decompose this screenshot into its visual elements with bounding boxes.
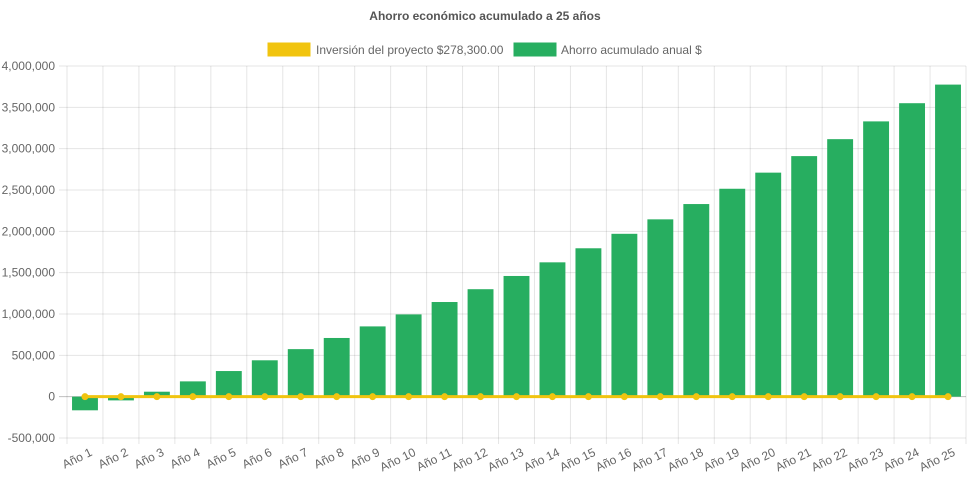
- bar-ahorro-19[interactable]: [719, 188, 746, 397]
- legend: Inversión del proyecto $278,300.00 Ahorr…: [267, 42, 702, 57]
- x-tick-label: Año 12: [450, 445, 491, 474]
- bar-ahorro-1[interactable]: [72, 396, 98, 411]
- bar-ahorro-16[interactable]: [611, 233, 638, 397]
- point-inversion-4[interactable]: [189, 393, 197, 401]
- bar-ahorro-15[interactable]: [575, 248, 602, 397]
- y-tick-label: 0: [48, 390, 55, 404]
- x-tick-label: Año 23: [845, 445, 886, 474]
- bar-ahorro-20[interactable]: [755, 172, 782, 397]
- y-tick-label: 2,500,000: [2, 183, 56, 197]
- y-tick-label: 500,000: [12, 348, 56, 362]
- point-inversion-20[interactable]: [764, 393, 772, 401]
- y-tick-label: 3,500,000: [2, 100, 56, 114]
- x-tick-label: Año 2: [96, 445, 131, 471]
- bar-ahorro-21[interactable]: [791, 156, 818, 397]
- point-inversion-6[interactable]: [261, 393, 269, 401]
- x-tick-label: Año 4: [168, 445, 203, 471]
- bar-ahorro-6[interactable]: [251, 360, 278, 397]
- bar-ahorro-12[interactable]: [467, 289, 494, 397]
- bar-ahorro-10[interactable]: [395, 314, 422, 397]
- point-inversion-1[interactable]: [81, 393, 89, 401]
- legend-label-investment[interactable]: Inversión del proyecto $278,300.00: [316, 43, 504, 57]
- bar-ahorro-11[interactable]: [431, 302, 458, 397]
- point-inversion-12[interactable]: [477, 393, 485, 401]
- point-inversion-11[interactable]: [441, 393, 449, 401]
- point-inversion-21[interactable]: [800, 393, 808, 401]
- legend-swatch-savings[interactable]: [513, 42, 557, 57]
- x-tick-label: Año 19: [701, 445, 742, 474]
- y-tick-label: 1,000,000: [2, 307, 56, 321]
- point-inversion-24[interactable]: [908, 393, 916, 401]
- x-tick-label: Año 6: [240, 445, 275, 471]
- point-inversion-18[interactable]: [692, 393, 700, 401]
- point-inversion-16[interactable]: [620, 393, 628, 401]
- x-tick-label: Año 1: [60, 445, 95, 471]
- bar-ahorro-5[interactable]: [215, 371, 242, 397]
- bar-ahorro-8[interactable]: [323, 337, 350, 397]
- bar-ahorro-4[interactable]: [179, 381, 206, 397]
- y-tick-label: 4,000,000: [2, 59, 56, 73]
- point-inversion-14[interactable]: [548, 393, 556, 401]
- point-inversion-13[interactable]: [513, 393, 520, 401]
- x-tick-label: Año 11: [414, 445, 454, 474]
- bar-ahorro-22[interactable]: [827, 139, 854, 397]
- x-tick-label: Año 14: [521, 445, 562, 474]
- bar-ahorro-9[interactable]: [359, 326, 386, 397]
- bars: [72, 84, 961, 411]
- point-inversion-17[interactable]: [656, 393, 664, 401]
- x-tick-label: Año 22: [809, 445, 850, 474]
- y-tick-label: 2,000,000: [2, 224, 56, 238]
- x-tick-label: Año 16: [593, 445, 634, 474]
- legend-label-savings[interactable]: Ahorro acumulado anual $: [561, 43, 702, 57]
- bar-ahorro-7[interactable]: [287, 349, 314, 397]
- bar-ahorro-24[interactable]: [899, 103, 926, 397]
- point-inversion-7[interactable]: [297, 393, 305, 401]
- bar-ahorro-14[interactable]: [539, 262, 566, 397]
- bar-ahorro-23[interactable]: [863, 121, 890, 397]
- point-inversion-9[interactable]: [369, 393, 377, 401]
- legend-swatch-investment[interactable]: [267, 42, 311, 57]
- x-axis: Año 1 Año 2 Año 3 Año 4 Año 5 Año 6 Año 7 Año 8…: [60, 445, 958, 474]
- bar-ahorro-17[interactable]: [647, 219, 674, 397]
- grid: [59, 65, 967, 444]
- x-tick-label: Año 15: [557, 445, 598, 474]
- chart-title: Ahorro económico acumulado a 25 años: [369, 9, 601, 23]
- y-tick-label: 1,500,000: [2, 266, 56, 280]
- x-tick-label: Año 3: [132, 445, 167, 471]
- point-inversion-23[interactable]: [872, 393, 880, 401]
- x-tick-label: Año 21: [773, 445, 814, 474]
- x-tick-label: Año 25: [917, 445, 958, 474]
- point-inversion-10[interactable]: [405, 393, 413, 401]
- point-inversion-15[interactable]: [584, 393, 592, 401]
- bar-ahorro-25[interactable]: [935, 84, 961, 397]
- bar-ahorro-18[interactable]: [683, 204, 710, 397]
- point-inversion-3[interactable]: [153, 393, 161, 401]
- bar-ahorro-13[interactable]: [503, 275, 530, 397]
- y-axis: -500,000 0 500,000 1,000,000 1,500,000 2,000,…: [2, 59, 56, 445]
- line-series: [81, 393, 952, 401]
- x-tick-label: Año 8: [312, 445, 347, 471]
- y-tick-label: 3,000,000: [2, 142, 56, 156]
- x-tick-label: Año 24: [881, 445, 922, 474]
- x-tick-label: Año 18: [665, 445, 706, 474]
- point-inversion-22[interactable]: [836, 393, 844, 401]
- point-inversion-19[interactable]: [728, 393, 736, 401]
- point-inversion-25[interactable]: [944, 393, 952, 401]
- x-tick-label: Año 5: [204, 445, 239, 471]
- x-tick-label: Año 13: [485, 445, 526, 474]
- point-inversion-2[interactable]: [117, 393, 125, 401]
- x-tick-label: Año 17: [629, 445, 670, 474]
- x-tick-label: Año 7: [276, 445, 311, 471]
- y-tick-label: -500,000: [8, 431, 56, 445]
- x-tick-label: Año 10: [378, 445, 419, 474]
- point-inversion-5[interactable]: [225, 393, 233, 401]
- x-tick-label: Año 20: [737, 445, 778, 474]
- point-inversion-8[interactable]: [333, 393, 341, 401]
- x-tick-label: Año 9: [348, 445, 383, 471]
